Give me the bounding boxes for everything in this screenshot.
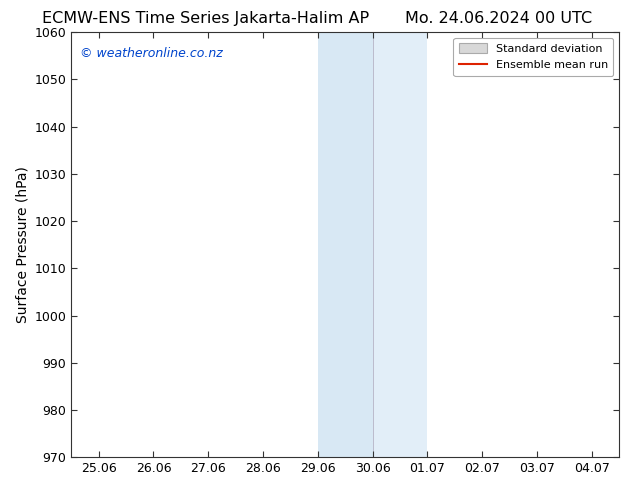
Text: ECMW-ENS Time Series Jakarta-Halim AP       Mo. 24.06.2024 00 UTC: ECMW-ENS Time Series Jakarta-Halim AP Mo…: [42, 11, 592, 26]
Bar: [373, 32, 427, 457]
Legend: Standard deviation, Ensemble mean run: Standard deviation, Ensemble mean run: [453, 38, 614, 76]
Y-axis label: Surface Pressure (hPa): Surface Pressure (hPa): [15, 166, 29, 323]
Text: © weatheronline.co.nz: © weatheronline.co.nz: [79, 47, 223, 60]
Bar: [318, 32, 373, 457]
